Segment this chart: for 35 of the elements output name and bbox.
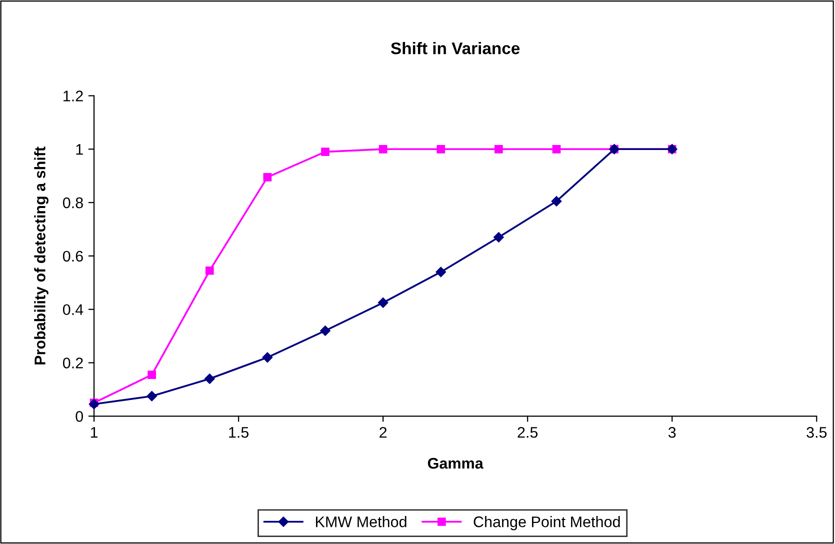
y-axis-title: Probability of detecting a shift	[34, 146, 48, 364]
point	[436, 144, 446, 154]
chart-title: Shift in Variance	[390, 42, 520, 54]
y-tick-label: 0	[76, 411, 84, 422]
point	[436, 266, 446, 278]
x-tick-label: 3.5	[806, 426, 827, 438]
y-tick-label: 1.2	[64, 90, 83, 102]
x-tick-label: 2	[380, 426, 387, 438]
point	[146, 391, 157, 402]
point	[320, 326, 330, 336]
y-tick-label: 0.4	[62, 304, 84, 316]
legend-label: KMW Method	[316, 516, 406, 528]
y-tick-label: 0.6	[62, 250, 83, 262]
point	[205, 266, 214, 275]
point	[494, 144, 503, 154]
x-tick-label: 1	[90, 427, 98, 438]
point	[378, 298, 388, 308]
x-tick-label: 3	[668, 426, 676, 438]
point	[494, 232, 504, 242]
point	[204, 374, 215, 384]
point	[88, 399, 100, 410]
point	[552, 144, 561, 154]
x-axis-title: Gamma	[428, 458, 484, 469]
point	[551, 196, 562, 206]
y-tick-label: 1	[76, 144, 83, 155]
x-tick-label: 2.5	[518, 426, 538, 438]
point	[321, 148, 330, 156]
point	[148, 370, 156, 379]
y-tick-label: 0.8	[62, 197, 83, 208]
y-tick-label: 0.2	[62, 358, 83, 368]
legend-label: Change Point Method	[474, 516, 620, 530]
point	[262, 352, 273, 363]
point	[263, 173, 272, 182]
point	[378, 144, 388, 154]
x-tick-label: 1.5	[229, 427, 249, 438]
